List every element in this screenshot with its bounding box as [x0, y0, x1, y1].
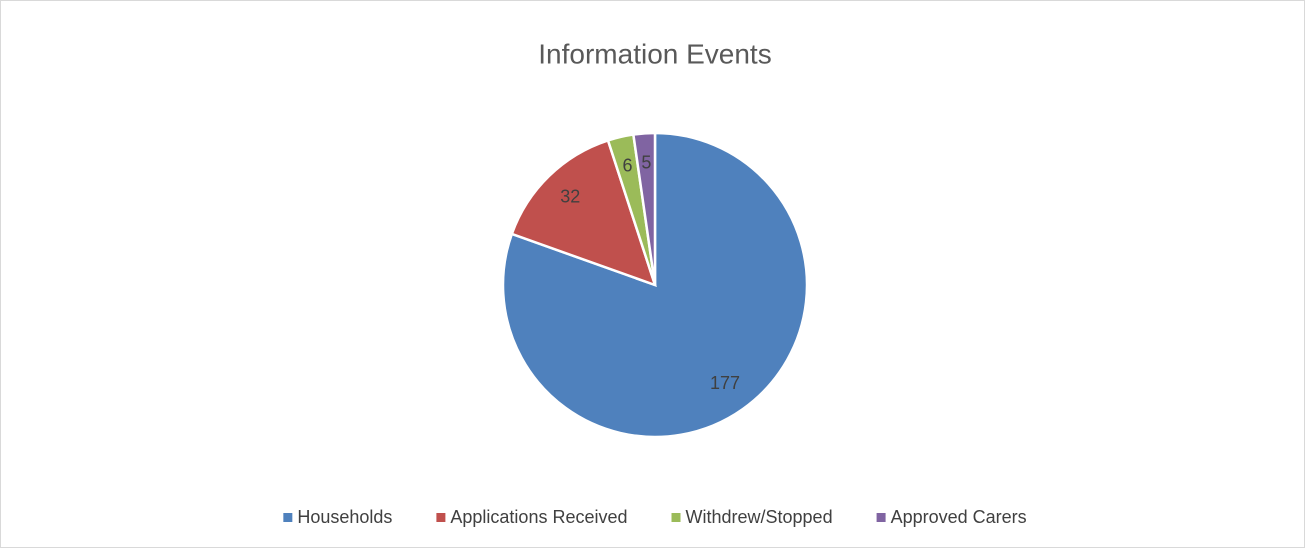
legend-swatch — [876, 513, 886, 522]
pie-slice — [501, 131, 809, 439]
legend-swatch — [436, 513, 446, 522]
legend-swatch — [283, 513, 293, 522]
data-label: 6 — [622, 155, 632, 175]
data-label: 177 — [710, 373, 740, 393]
legend-label: Households — [297, 507, 392, 527]
legend-label: Approved Carers — [891, 507, 1027, 527]
chart-title: Information Events — [538, 38, 771, 69]
legend-label: Applications Received — [450, 507, 627, 527]
legend-label: Withdrew/Stopped — [686, 507, 833, 527]
data-label: 32 — [560, 187, 580, 207]
pie-slice — [631, 131, 657, 286]
data-label: 5 — [641, 152, 651, 172]
legend-swatch — [671, 513, 681, 522]
